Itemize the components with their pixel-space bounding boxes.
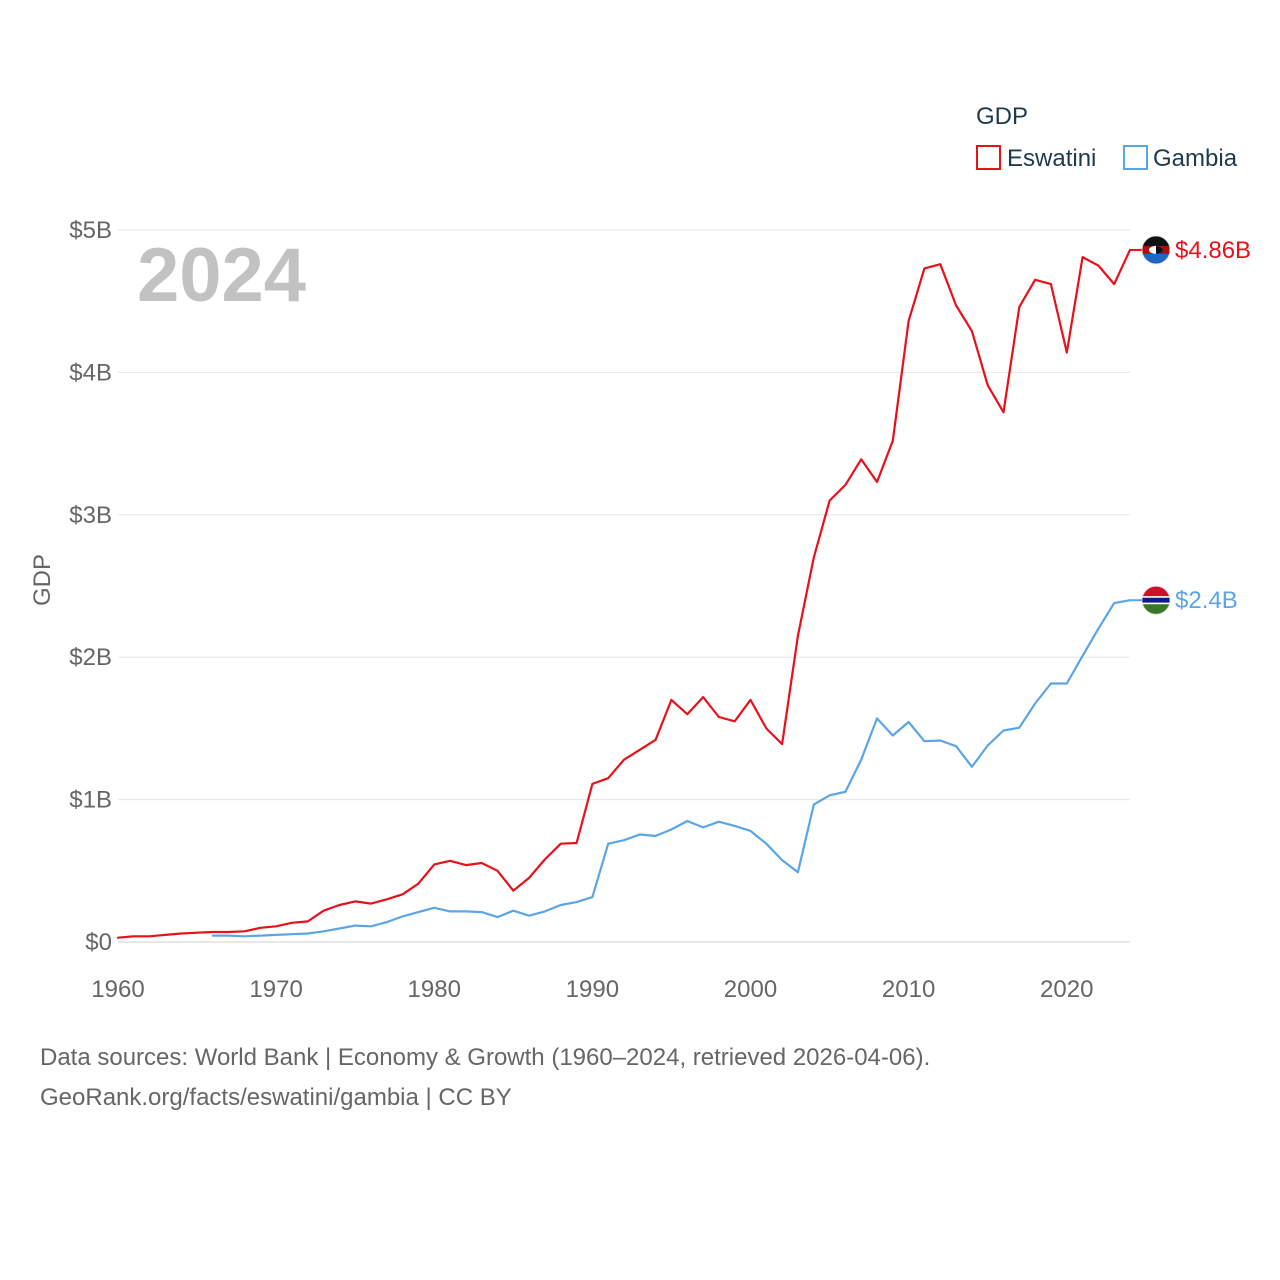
gambia-flag-icon [1141,585,1171,615]
y-axis-title: GDP [29,554,56,606]
end-value-label-gambia: $2.4B [1175,587,1238,614]
legend-swatch-gambia [1123,145,1148,170]
legend-title: GDP [976,103,1028,130]
legend-label-gambia: Gambia [1153,145,1238,172]
y-tick-label: $4B [69,359,112,386]
legend-swatch-eswatini [976,145,1001,170]
x-tick-label: 2000 [724,976,777,1003]
eswatini-flag-icon [1141,235,1171,265]
gridlines [118,229,1130,943]
legend: GDP Eswatini Gambia [976,103,1238,172]
series-lines [116,248,1132,939]
x-tick-label: 2010 [882,976,935,1003]
y-tick-label: $0 [85,929,112,956]
series-line-gambia [211,599,1132,938]
x-tick-label: 1960 [91,976,144,1003]
end-value-label-eswatini: $4.86B [1175,237,1251,264]
footer-attribution: GeoRank.org/facts/eswatini/gambia | CC B… [40,1084,512,1111]
x-tick-label: 2020 [1040,976,1093,1003]
y-tick-label: $3B [69,502,112,529]
year-label: 2024 [137,233,306,318]
y-axis-ticks: $0 $1B $2B $3B $4B $5B [69,217,112,956]
legend-label-eswatini: Eswatini [1007,145,1096,172]
series-line-eswatini [116,248,1132,939]
x-tick-label: 1990 [566,976,619,1003]
gdp-line-chart: $0 $1B $2B $3B $4B $5B 1960 1970 1980 1990 2000 20… [29,103,1251,1003]
x-tick-label: 1980 [408,976,461,1003]
y-tick-label: $2B [69,644,112,671]
y-tick-label: $5B [69,217,112,244]
y-tick-label: $1B [69,787,112,814]
x-axis-ticks: 1960 1970 1980 1990 2000 2010 2020 [91,976,1093,1003]
series-end-labels: $4.86B $2.4B [1130,235,1251,615]
legend-item-gambia[interactable]: Gambia [1123,145,1238,172]
x-tick-label: 1970 [249,976,302,1003]
legend-item-eswatini[interactable]: Eswatini [976,145,1096,172]
footer-sources: Data sources: World Bank | Economy & Gro… [40,1044,931,1071]
